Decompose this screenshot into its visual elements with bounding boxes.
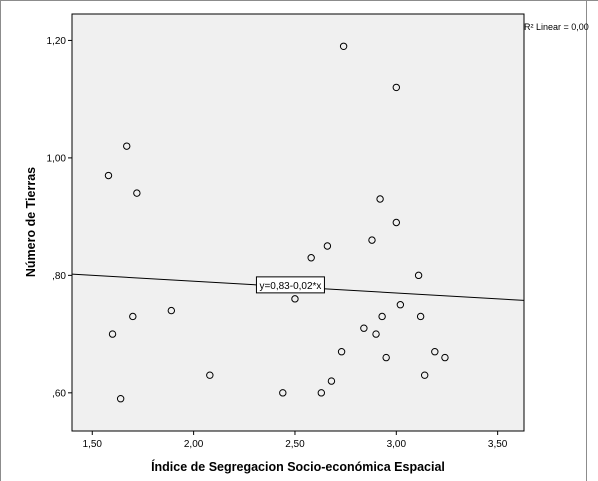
data-point [104,171,113,180]
x-axis-title: Índice de Segregacion Socio-económica Es… [151,459,445,474]
data-point [339,42,348,51]
data-points [104,42,449,403]
data-point [133,189,141,197]
y-axis-ticks: ,60 ,80 1,00 1,20 [47,36,72,399]
y-tick-label: ,80 [52,271,66,282]
r2-annotation: R² Linear = 0,00 [524,22,589,32]
plot-area [71,13,525,432]
y-tick-label: 1,00 [47,153,67,164]
data-point [392,83,401,92]
y-tick-label: 1,20 [47,36,67,47]
data-point [108,330,117,338]
data-point [414,271,423,280]
y-axis-title: Número de Tierras [24,167,38,277]
data-point [279,389,287,397]
y-tick-label: ,60 [52,388,66,399]
x-tick-label: 1,50 [83,439,103,450]
data-point [441,353,449,362]
x-tick-label: 3,00 [387,439,407,450]
data-point [378,312,386,321]
data-point [360,324,368,332]
x-tick-label: 3,50 [488,439,508,450]
data-point [372,330,380,338]
x-tick-label: 2,00 [184,439,204,450]
data-point [167,306,176,315]
x-tick-label: 2,50 [285,439,305,450]
data-point [291,295,299,303]
data-point [392,218,401,227]
data-point [317,389,326,397]
equation-label: y=0,83-0,02*x [255,276,325,294]
data-point [431,348,439,356]
data-point [123,142,131,150]
data-point [382,353,390,362]
data-point [327,377,336,385]
data-point [116,394,125,403]
equation-text: y=0,83-0,02*x [259,281,321,292]
data-point [129,312,137,321]
data-point [396,301,405,309]
x-axis-ticks: 1,50 2,00 2,50 3,00 3,50 [83,431,508,450]
data-point [323,242,332,250]
data-point [368,236,376,244]
data-point [416,312,425,321]
data-point [420,371,429,379]
equation-box [255,276,325,294]
data-point [337,348,346,356]
data-point [206,371,214,379]
data-point [307,254,315,262]
data-point [376,195,384,203]
